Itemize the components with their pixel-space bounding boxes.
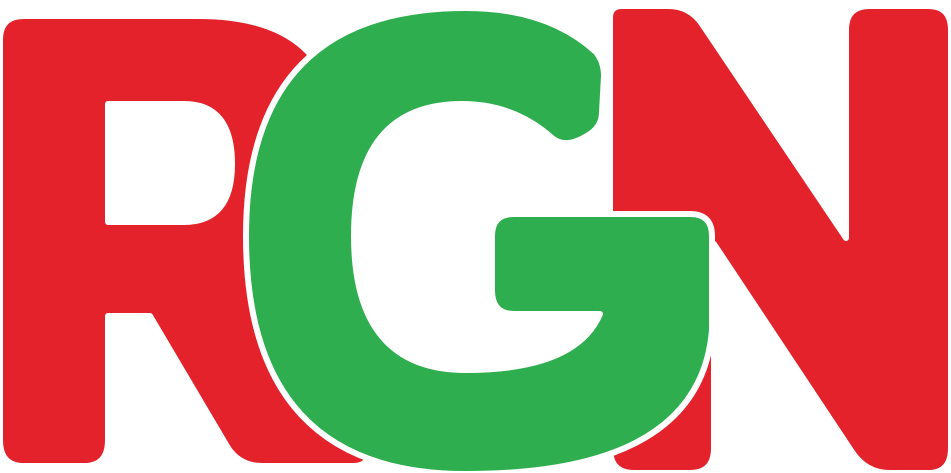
rgn-logo <box>0 0 951 473</box>
